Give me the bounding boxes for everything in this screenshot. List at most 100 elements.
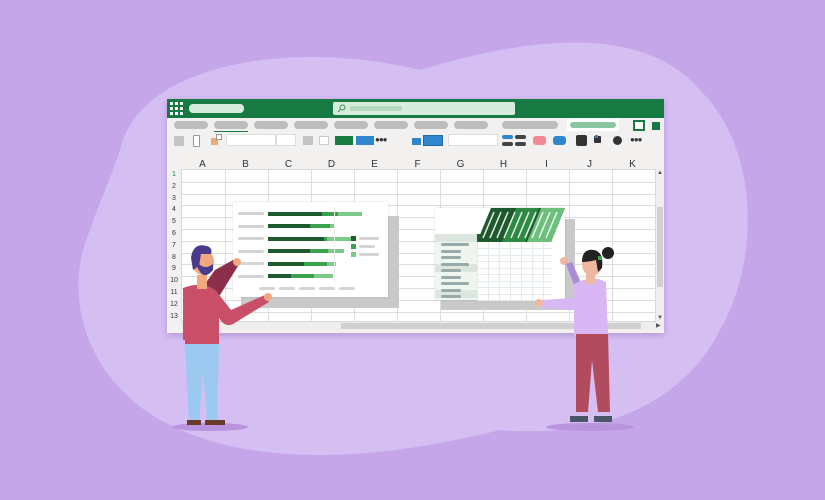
waffle-grid-icon[interactable] — [170, 102, 183, 115]
label-placeholder — [238, 212, 264, 215]
toolbar-button[interactable] — [594, 136, 601, 143]
bar-segment — [268, 261, 304, 266]
more-dots-icon[interactable]: ●●● — [375, 135, 387, 144]
ribbon-tab[interactable] — [174, 121, 208, 129]
row-label-placeholder — [441, 262, 469, 266]
bar-segment — [327, 236, 351, 241]
format-painter-icon[interactable] — [211, 138, 218, 145]
ribbon-tab[interactable] — [454, 121, 488, 129]
row-header-8[interactable]: 8 — [172, 253, 176, 261]
column-header-k[interactable]: K — [629, 159, 636, 170]
toolbar-button[interactable] — [193, 135, 200, 147]
column-header-c[interactable]: C — [284, 159, 293, 170]
search-input[interactable] — [333, 102, 515, 115]
table-header-3d — [477, 208, 565, 242]
bar-segment — [268, 236, 324, 241]
bar-segment — [328, 249, 344, 253]
toolbar-button[interactable] — [423, 135, 443, 146]
toolbar-button[interactable] — [319, 136, 329, 145]
ribbon-tab[interactable] — [294, 121, 328, 129]
view-toggle-filled[interactable] — [652, 122, 660, 130]
row-header-13[interactable]: 13 — [170, 312, 178, 320]
active-tab-underline — [214, 131, 248, 132]
bar-segment — [304, 261, 328, 266]
group-row — [435, 234, 477, 242]
bar-segment — [338, 211, 362, 216]
row-header-11[interactable]: 11 — [170, 289, 178, 296]
label-placeholder — [238, 262, 264, 265]
scroll-up-arrow-icon[interactable]: ▲ — [657, 170, 663, 176]
axis-tick-placeholder — [319, 287, 335, 290]
fill-color-button[interactable] — [335, 136, 353, 145]
column-header-b[interactable]: B — [242, 159, 249, 170]
row-header-3[interactable]: 3 — [172, 194, 176, 202]
ribbon-tab-active[interactable] — [214, 121, 248, 129]
bar-segment — [327, 261, 337, 266]
row-header-4[interactable]: 4 — [172, 206, 176, 214]
label-placeholder — [238, 237, 264, 240]
title-bar — [167, 99, 664, 118]
legend-swatch — [351, 236, 356, 241]
column-header-a[interactable]: A — [199, 159, 206, 170]
legend-label-placeholder — [359, 237, 379, 240]
file-name-field[interactable] — [189, 104, 244, 113]
row-label-placeholder — [441, 256, 461, 259]
bar-segment — [310, 249, 329, 253]
row-header-12[interactable]: 12 — [170, 300, 178, 308]
column-header-h[interactable]: H — [499, 159, 508, 170]
legend-label-placeholder — [359, 253, 379, 256]
group-row — [435, 264, 477, 272]
axis-tick-placeholder — [259, 287, 275, 290]
row-label-placeholder — [441, 275, 461, 279]
row-label-placeholder — [441, 282, 469, 285]
row-header-7[interactable]: 7 — [172, 241, 176, 249]
view-toggle-outline[interactable] — [633, 120, 645, 131]
conditional-format-button[interactable] — [533, 136, 546, 145]
row-header-9[interactable]: 9 — [172, 265, 176, 273]
row-header-6[interactable]: 6 — [172, 230, 176, 237]
legend-swatch — [351, 244, 356, 249]
ribbon-tab[interactable] — [502, 121, 558, 129]
man-figure — [183, 245, 272, 425]
scroll-right-arrow-icon[interactable]: ▶ — [656, 323, 661, 329]
row-label-placeholder — [441, 249, 461, 253]
toolbar-button[interactable] — [576, 135, 587, 146]
row-label-placeholder — [441, 243, 469, 246]
toolbar-button[interactable] — [174, 136, 184, 146]
table-format-button[interactable] — [553, 136, 566, 145]
column-header-f[interactable]: F — [414, 159, 421, 170]
bar-segment — [268, 274, 291, 278]
ribbon-tab[interactable] — [414, 121, 448, 129]
toolbar-button[interactable] — [613, 136, 622, 145]
row-header-2[interactable]: 2 — [172, 182, 176, 190]
column-header-d[interactable]: D — [327, 159, 336, 170]
font-color-button[interactable] — [356, 136, 374, 145]
row-header-10[interactable]: 10 — [170, 277, 178, 285]
bar-segment — [313, 274, 333, 278]
column-header-i[interactable]: I — [545, 159, 548, 170]
gridline — [334, 207, 335, 283]
ribbon-tab[interactable] — [334, 121, 368, 129]
column-header-e[interactable]: E — [371, 159, 378, 170]
vertical-scrollbar[interactable]: ▲ ▼ — [656, 169, 664, 322]
legend-label-placeholder — [359, 245, 375, 248]
font-name-select[interactable] — [226, 134, 276, 146]
group-row — [435, 290, 477, 298]
row-header-5[interactable]: 5 — [172, 218, 176, 226]
toolbar-button[interactable] — [303, 136, 313, 145]
ribbon-tab[interactable] — [374, 121, 408, 129]
search-icon — [337, 104, 346, 113]
ribbon-tab[interactable] — [254, 121, 288, 129]
more-dots-icon[interactable]: ●●● — [630, 135, 642, 144]
toolbar-button[interactable] — [412, 138, 421, 145]
woman-figure — [535, 247, 614, 422]
number-format-select[interactable] — [448, 134, 498, 146]
column-header-j[interactable]: J — [587, 159, 592, 170]
horizontal-scrollbar[interactable]: ▶ — [181, 322, 664, 330]
label-placeholder — [238, 224, 264, 228]
axis-tick-placeholder — [299, 287, 315, 290]
column-header-g[interactable]: G — [456, 159, 465, 170]
font-size-select[interactable] — [276, 134, 296, 146]
row-header-1[interactable]: 1 — [172, 171, 176, 178]
scroll-down-arrow-icon[interactable]: ▼ — [657, 315, 663, 321]
